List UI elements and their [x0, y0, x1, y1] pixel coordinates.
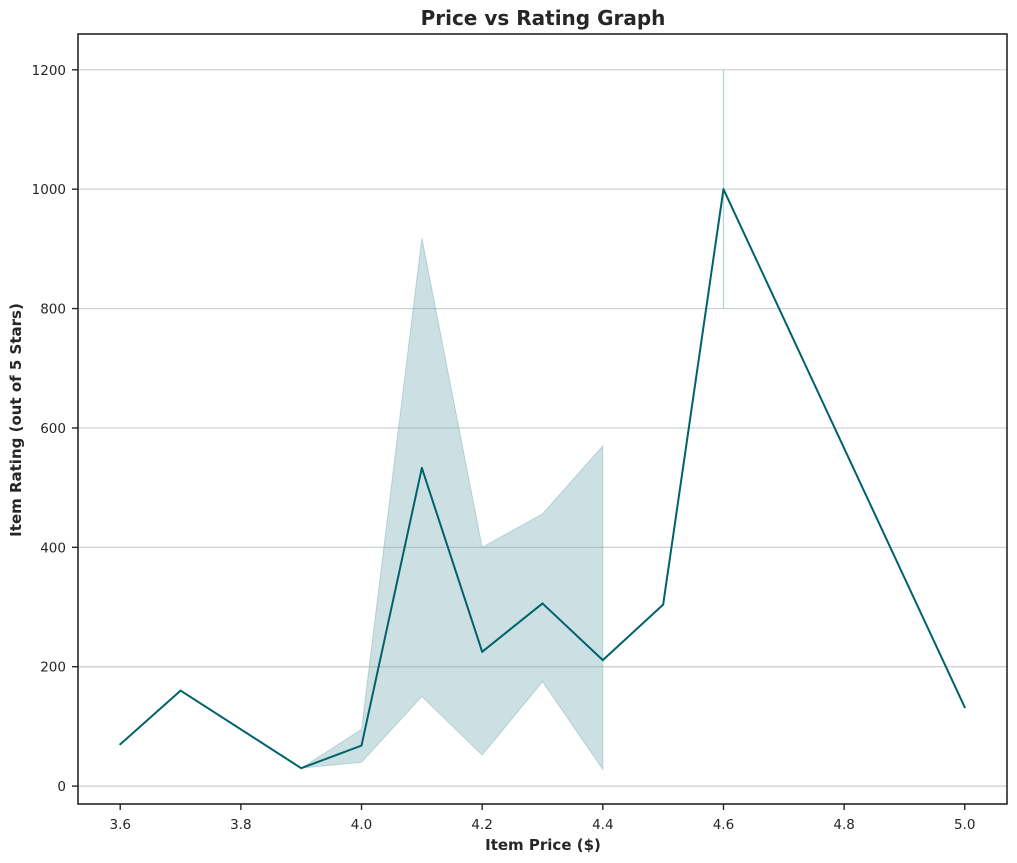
y-tick-label: 0 — [57, 779, 66, 795]
data-point — [662, 603, 665, 606]
data-point — [601, 659, 604, 662]
x-axis-ticks: 3.6 3.8 4.0 4.2 4.4 4.6 4.8 5.0 — [109, 804, 976, 833]
grid-lines — [78, 69, 1007, 787]
y-axis-ticks: 0 200 400 600 800 1000 1200 — [32, 63, 78, 795]
data-point — [119, 743, 122, 746]
data-point — [179, 689, 182, 692]
data-point — [541, 602, 544, 605]
data-point — [300, 767, 303, 770]
x-tick-label: 3.8 — [230, 817, 251, 833]
y-axis-label: Item Rating (out of 5 Stars) — [7, 303, 25, 537]
series-line-layer — [119, 188, 966, 770]
chart-title: Price vs Rating Graph — [421, 6, 666, 30]
data-point — [360, 744, 363, 747]
y-tick-label: 200 — [40, 660, 66, 676]
confidence-band — [300, 238, 604, 771]
data-point — [420, 466, 423, 469]
data-point — [963, 706, 966, 709]
x-tick-label: 4.4 — [592, 817, 613, 833]
confidence-band-layer — [300, 69, 725, 771]
x-tick-label: 3.6 — [109, 817, 130, 833]
y-tick-label: 800 — [40, 302, 66, 318]
y-tick-label: 1200 — [32, 63, 66, 79]
y-tick-label: 400 — [40, 540, 66, 556]
x-tick-label: 5.0 — [954, 817, 975, 833]
x-axis-label: Item Price ($) — [485, 836, 601, 854]
plot-frame — [77, 33, 1008, 805]
data-point — [722, 188, 725, 191]
y-tick-label: 600 — [40, 421, 66, 437]
data-point — [481, 650, 484, 653]
x-tick-label: 4.6 — [713, 817, 734, 833]
x-tick-label: 4.8 — [833, 817, 854, 833]
x-tick-label: 4.2 — [471, 817, 492, 833]
y-tick-label: 1000 — [32, 182, 66, 198]
x-tick-label: 4.0 — [351, 817, 372, 833]
